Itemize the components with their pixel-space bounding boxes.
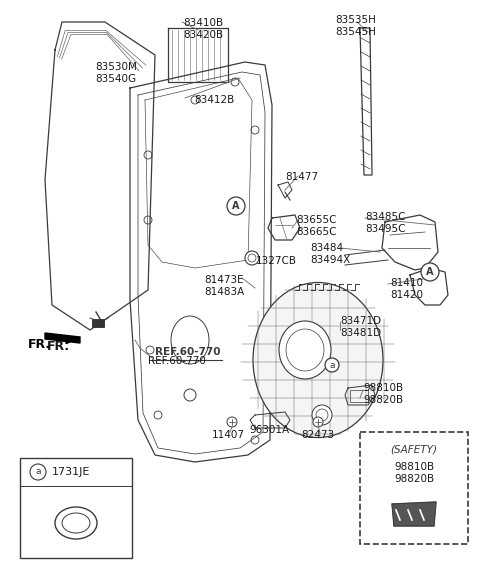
Text: REF.60-770: REF.60-770 — [155, 347, 220, 357]
Circle shape — [313, 417, 323, 427]
Text: A: A — [426, 267, 434, 277]
Text: A: A — [232, 201, 240, 211]
Circle shape — [325, 358, 339, 372]
Text: 81473E
81483A: 81473E 81483A — [204, 275, 244, 296]
Polygon shape — [392, 502, 436, 526]
Circle shape — [30, 464, 46, 480]
Text: 1731JE: 1731JE — [52, 467, 90, 477]
Polygon shape — [45, 333, 80, 343]
Ellipse shape — [279, 321, 331, 379]
Circle shape — [227, 197, 245, 215]
Text: 83410B
83420B: 83410B 83420B — [183, 18, 223, 40]
Text: 81477: 81477 — [285, 172, 318, 182]
Text: 83471D
83481D: 83471D 83481D — [340, 316, 381, 338]
Text: 83655C
83665C: 83655C 83665C — [296, 215, 336, 236]
Text: 83535H
83545H: 83535H 83545H — [335, 15, 376, 37]
Text: 83412B: 83412B — [194, 95, 234, 105]
Text: a: a — [329, 360, 335, 370]
Circle shape — [312, 405, 332, 425]
Text: 98810B
98820B: 98810B 98820B — [363, 383, 403, 404]
Circle shape — [245, 251, 259, 265]
Circle shape — [227, 417, 237, 427]
Text: 81410
81420: 81410 81420 — [390, 278, 423, 300]
Text: 96301A: 96301A — [249, 425, 289, 435]
Bar — [360, 432, 468, 544]
Ellipse shape — [253, 282, 383, 437]
Text: 1327CB: 1327CB — [256, 256, 297, 266]
Bar — [92, 319, 104, 327]
Text: REF.60-770: REF.60-770 — [148, 356, 206, 366]
Text: FR.: FR. — [28, 338, 51, 351]
Bar — [350, 390, 368, 402]
Circle shape — [421, 263, 439, 281]
Text: a: a — [35, 468, 41, 476]
Text: 83530M
83540G: 83530M 83540G — [95, 62, 137, 84]
Text: 11407: 11407 — [212, 430, 244, 440]
Text: 83484
83494X: 83484 83494X — [310, 243, 350, 264]
Text: 82473: 82473 — [301, 430, 335, 440]
Bar — [20, 458, 132, 558]
Text: 83485C
83495C: 83485C 83495C — [365, 212, 406, 234]
Text: 98810B
98820B: 98810B 98820B — [394, 462, 434, 483]
Text: FR.: FR. — [47, 340, 70, 353]
Text: (SAFETY): (SAFETY) — [391, 444, 437, 454]
